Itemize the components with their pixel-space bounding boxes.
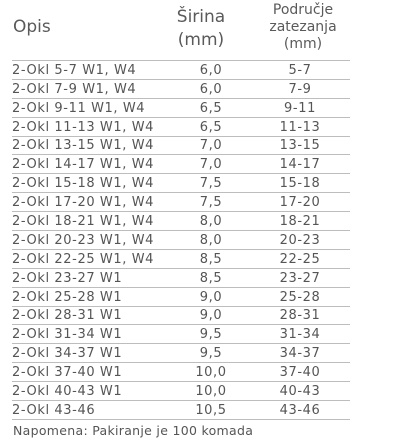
- table-row: 2-Okl 43-46 10,5 43-46: [12, 400, 350, 420]
- cell-opis: 2-Okl 25-28 W1: [12, 287, 172, 307]
- cell-sirina: 9,0: [172, 287, 250, 307]
- cell-range: 34-37: [250, 343, 350, 364]
- cell-sirina: 8,0: [172, 211, 250, 232]
- table-row: 2-Okl 5-7 W1, W4 6,0 5-7: [12, 60, 350, 80]
- cell-range: 23-27: [250, 268, 350, 288]
- column-header-podrucje-label-2: zatezanja: [269, 19, 337, 35]
- table-row: 2-Okl 7-9 W1, W4 6,0 7-9: [12, 79, 350, 99]
- table-row: 2-Okl 31-34 W1 9,5 31-34: [12, 324, 350, 345]
- cell-range: 43-46: [250, 400, 350, 420]
- product-table-body: 2-Okl 5-7 W1, W4 6,0 5-7 2-Okl 7-9 W1, W4 6,…: [12, 60, 350, 420]
- cell-opis: 2-Okl 18-21 W1, W4: [12, 211, 172, 232]
- column-header-sirina: Širina (mm): [160, 6, 242, 52]
- table-row: 2-Okl 9-11 W1, W4 6,5 9-11: [12, 98, 350, 118]
- packaging-note: Napomena: Pakiranje je 100 komada: [13, 423, 254, 438]
- column-header-podrucje-label: Područje: [272, 2, 334, 18]
- cell-sirina: 10,0: [172, 362, 250, 383]
- cell-opis: 2-Okl 11-13 W1, W4: [12, 117, 172, 137]
- cell-sirina: 9,5: [172, 324, 250, 345]
- table-row: 2-Okl 23-27 W1 8,5 23-27: [12, 268, 350, 288]
- cell-sirina: 7,0: [172, 154, 250, 175]
- cell-sirina: 9,5: [172, 343, 250, 364]
- column-header-sirina-unit: (mm): [177, 30, 225, 50]
- table-row: 2-Okl 37-40 W1 10,0 37-40: [12, 362, 350, 383]
- cell-range: 14-17: [250, 154, 350, 175]
- cell-sirina: 6,0: [172, 60, 250, 80]
- cell-opis: 2-Okl 9-11 W1, W4: [12, 98, 172, 118]
- column-header-sirina-label: Širina: [176, 7, 226, 27]
- cell-range: 17-20: [250, 192, 350, 213]
- cell-range: 15-18: [250, 173, 350, 194]
- cell-range: 25-28: [250, 287, 350, 307]
- table-row: 2-Okl 11-13 W1, W4 6,5 11-13: [12, 117, 350, 137]
- cell-sirina: 8,0: [172, 230, 250, 250]
- cell-sirina: 8,5: [172, 249, 250, 269]
- cell-sirina: 7,5: [172, 192, 250, 213]
- table-row: 2-Okl 18-21 W1, W4 8,0 18-21: [12, 211, 350, 232]
- cell-opis: 2-Okl 28-31 W1: [12, 306, 172, 326]
- column-header-podrucje-unit: (mm): [283, 36, 323, 52]
- cell-opis: 2-Okl 23-27 W1: [12, 268, 172, 288]
- cell-sirina: 7,0: [172, 136, 250, 156]
- cell-sirina: 10,0: [172, 381, 250, 402]
- table-row: 2-Okl 22-25 W1, W4 8,5 22-25: [12, 249, 350, 269]
- cell-range: 7-9: [250, 79, 350, 99]
- cell-opis: 2-Okl 43-46: [12, 400, 172, 420]
- cell-opis: 2-Okl 17-20 W1, W4: [12, 192, 172, 213]
- cell-opis: 2-Okl 22-25 W1, W4: [12, 249, 172, 269]
- table-row: 2-Okl 15-18 W1, W4 7,5 15-18: [12, 173, 350, 194]
- cell-sirina: 6,5: [172, 117, 250, 137]
- cell-opis: 2-Okl 13-15 W1, W4: [12, 136, 172, 156]
- cell-range: 20-23: [250, 230, 350, 250]
- cell-range: 22-25: [250, 249, 350, 269]
- cell-sirina: 6,0: [172, 79, 250, 99]
- cell-sirina: 9,0: [172, 306, 250, 326]
- table-row: 2-Okl 20-23 W1, W4 8,0 20-23: [12, 230, 350, 250]
- cell-opis: 2-Okl 37-40 W1: [12, 362, 172, 383]
- column-header-podrucje: Područje zatezanja (mm): [262, 2, 344, 53]
- table-row: 2-Okl 14-17 W1, W4 7,0 14-17: [12, 154, 350, 175]
- product-table: 2-Okl 5-7 W1, W4 6,0 5-7 2-Okl 7-9 W1, W4 6,…: [12, 60, 350, 420]
- cell-range: 9-11: [250, 98, 350, 118]
- cell-opis: 2-Okl 7-9 W1, W4: [12, 79, 172, 99]
- cell-opis: 2-Okl 34-37 W1: [12, 343, 172, 364]
- cell-opis: 2-Okl 14-17 W1, W4: [12, 154, 172, 175]
- cell-opis: 2-Okl 40-43 W1: [12, 381, 172, 402]
- table-row: 2-Okl 28-31 W1 9,0 28-31: [12, 306, 350, 326]
- cell-sirina: 7,5: [172, 173, 250, 194]
- cell-sirina: 6,5: [172, 98, 250, 118]
- table-header: Opis Širina (mm) Područje zatezanja (mm): [0, 0, 409, 62]
- table-row: 2-Okl 34-37 W1 9,5 34-37: [12, 343, 350, 364]
- cell-range: 31-34: [250, 324, 350, 345]
- cell-sirina: 8,5: [172, 268, 250, 288]
- table-row: 2-Okl 13-15 W1, W4 7,0 13-15: [12, 136, 350, 156]
- cell-range: 37-40: [250, 362, 350, 383]
- column-header-opis: Opis: [13, 17, 51, 37]
- cell-opis: 2-Okl 31-34 W1: [12, 324, 172, 345]
- cell-range: 40-43: [250, 381, 350, 402]
- cell-range: 11-13: [250, 117, 350, 137]
- cell-range: 28-31: [250, 306, 350, 326]
- cell-opis: 2-Okl 15-18 W1, W4: [12, 173, 172, 194]
- cell-range: 5-7: [250, 60, 350, 80]
- cell-sirina: 10,5: [172, 400, 250, 420]
- table-row: 2-Okl 40-43 W1 10,0 40-43: [12, 381, 350, 402]
- cell-opis: 2-Okl 20-23 W1, W4: [12, 230, 172, 250]
- cell-range: 18-21: [250, 211, 350, 232]
- cell-opis: 2-Okl 5-7 W1, W4: [12, 60, 172, 80]
- table-row: 2-Okl 17-20 W1, W4 7,5 17-20: [12, 192, 350, 213]
- cell-range: 13-15: [250, 136, 350, 156]
- table-row: 2-Okl 25-28 W1 9,0 25-28: [12, 287, 350, 307]
